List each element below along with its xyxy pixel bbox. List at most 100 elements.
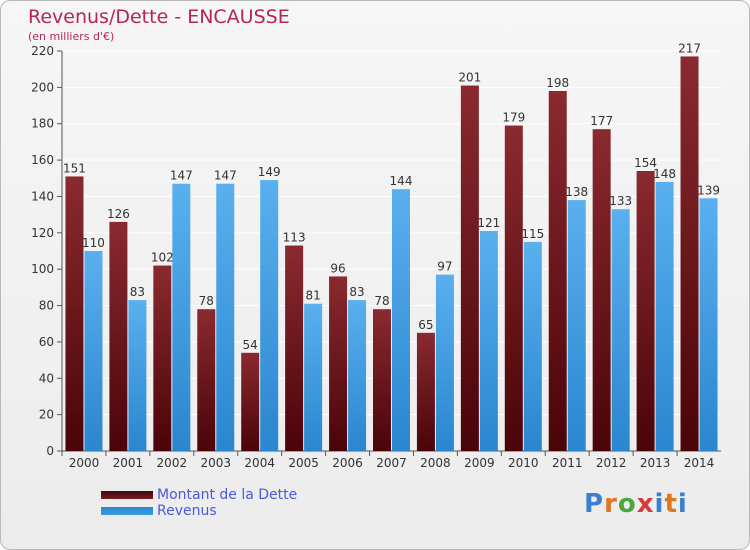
- x-tick-label: 2005: [288, 456, 319, 470]
- y-tick-label: 80: [39, 299, 54, 313]
- bar-dette: [65, 176, 84, 452]
- data-label: 115: [521, 227, 544, 241]
- y-tick-label: 100: [31, 262, 54, 276]
- bar-revenus: [655, 181, 674, 451]
- bar-dette: [504, 125, 523, 451]
- data-label: 149: [258, 165, 281, 179]
- data-label: 177: [590, 114, 613, 128]
- x-tick-label: 2012: [596, 456, 627, 470]
- bar-dette: [680, 56, 699, 452]
- data-label: 78: [199, 294, 214, 308]
- data-label: 78: [374, 294, 389, 308]
- data-label: 217: [678, 41, 701, 55]
- bar-dette: [592, 129, 611, 451]
- bar-dette: [109, 221, 128, 451]
- x-tick-label: 2004: [244, 456, 275, 470]
- logo-letter: o: [617, 489, 637, 519]
- logo-letter: i: [677, 489, 688, 519]
- data-label: 179: [502, 111, 525, 125]
- bar-dette: [548, 91, 567, 451]
- data-label: 147: [214, 169, 237, 183]
- x-tick-label: 2011: [552, 456, 583, 470]
- data-label: 139: [697, 183, 720, 197]
- legend-swatch-revenus: [101, 507, 153, 515]
- chart-subtitle: (en milliers d'€): [28, 30, 115, 43]
- bar-revenus: [348, 300, 367, 451]
- x-tick-label: 2001: [113, 456, 144, 470]
- bar-revenus: [611, 209, 630, 451]
- data-label: 133: [609, 194, 632, 208]
- x-tick-label: 2013: [640, 456, 671, 470]
- logo-letter: x: [636, 489, 655, 519]
- bar-revenus: [479, 231, 498, 451]
- x-tick-label: 2008: [420, 456, 451, 470]
- data-label: 148: [653, 167, 676, 181]
- bar-revenus: [699, 198, 718, 451]
- bar-dette: [636, 171, 655, 451]
- data-label: 110: [82, 236, 105, 250]
- bar-revenus: [567, 200, 586, 451]
- bar-revenus: [84, 251, 103, 451]
- bar-revenus: [128, 300, 147, 451]
- data-label: 81: [305, 289, 320, 303]
- bar-dette: [197, 309, 216, 451]
- y-tick-label: 60: [39, 335, 54, 349]
- x-tick-label: 2014: [684, 456, 715, 470]
- logo-letter: P: [584, 489, 605, 519]
- y-tick-label: 140: [31, 189, 54, 203]
- data-label: 147: [170, 169, 193, 183]
- bar-revenus: [172, 183, 191, 451]
- data-label: 126: [107, 207, 130, 221]
- y-tick-label: 120: [31, 226, 54, 240]
- y-tick-label: 40: [39, 371, 54, 385]
- data-label: 113: [283, 231, 306, 245]
- bar-revenus: [216, 183, 235, 451]
- data-label: 97: [437, 260, 452, 274]
- data-label: 83: [349, 285, 364, 299]
- y-tick-label: 180: [31, 117, 54, 131]
- data-label: 121: [477, 216, 500, 230]
- data-label: 96: [330, 261, 345, 275]
- bar-revenus: [304, 303, 323, 451]
- data-label: 151: [63, 161, 86, 175]
- bar-revenus: [523, 241, 542, 451]
- bar-dette: [373, 309, 391, 451]
- legend-label-revenus: Revenus: [157, 503, 217, 519]
- y-tick-label: 160: [31, 153, 54, 167]
- legend-swatch-dette: [101, 491, 153, 499]
- data-label: 102: [151, 251, 174, 265]
- data-label: 144: [390, 174, 413, 188]
- y-tick-label: 200: [31, 80, 54, 94]
- legend-label-dette: Montant de la Dette: [157, 487, 298, 503]
- y-tick-label: 0: [46, 444, 54, 458]
- chart-title: Revenus/Dette - ENCAUSSE: [28, 6, 290, 28]
- x-tick-label: 2003: [200, 456, 231, 470]
- bar-dette: [329, 276, 348, 451]
- x-tick-label: 2002: [157, 456, 188, 470]
- data-label: 201: [458, 71, 481, 85]
- bar-dette: [153, 265, 172, 451]
- data-label: 83: [130, 285, 145, 299]
- x-tick-label: 2010: [508, 456, 539, 470]
- y-tick-label: 20: [39, 408, 54, 422]
- bar-dette: [285, 245, 304, 451]
- x-tick-label: 2009: [464, 456, 495, 470]
- bar-dette: [460, 85, 479, 451]
- data-label: 154: [634, 156, 657, 170]
- bar-revenus: [260, 180, 279, 451]
- data-label: 138: [565, 185, 588, 199]
- data-label: 65: [418, 318, 433, 332]
- data-label: 54: [243, 338, 258, 352]
- data-label: 198: [546, 76, 569, 90]
- y-tick-label: 220: [31, 44, 54, 58]
- bar-revenus: [392, 189, 410, 451]
- x-tick-label: 2007: [376, 456, 407, 470]
- bar-dette: [241, 352, 260, 451]
- logo-letter: r: [604, 489, 618, 519]
- bar-dette: [416, 332, 435, 451]
- logo-letter: i: [654, 489, 665, 519]
- bar-revenus: [435, 274, 454, 451]
- proxiti-logo: Proxiti: [584, 489, 688, 519]
